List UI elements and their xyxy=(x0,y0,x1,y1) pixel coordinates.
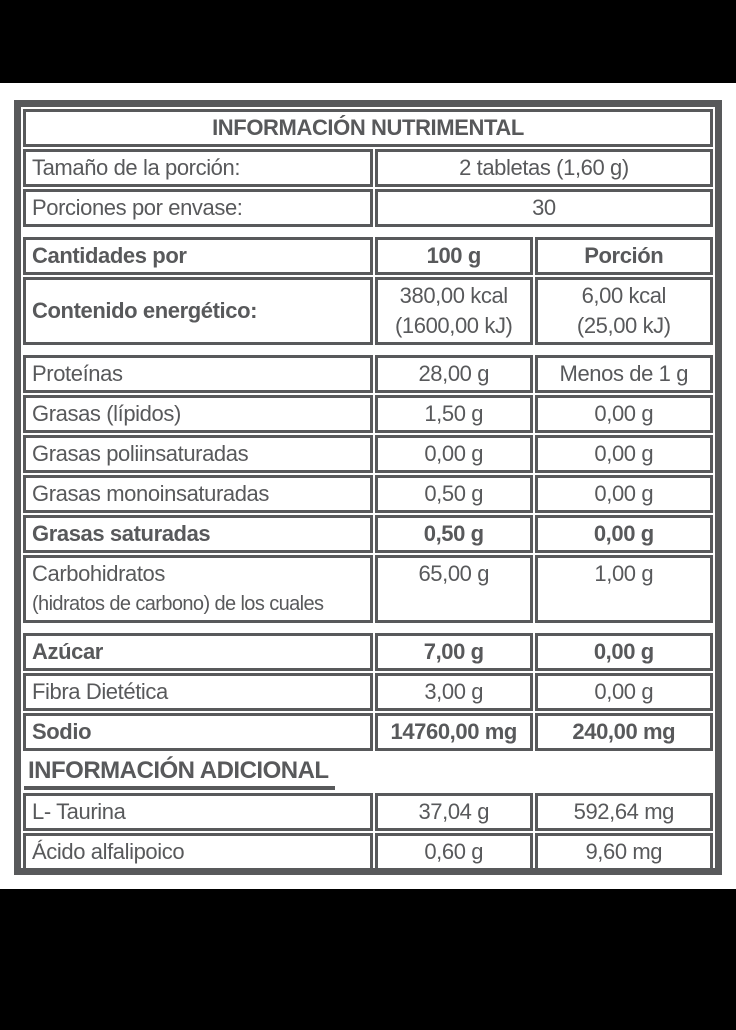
energy-table: Cantidades por 100 g Porción Contenido e… xyxy=(21,235,715,347)
value-per-portion: 9,60 mg xyxy=(534,833,713,868)
row-label: Grasas poliinsaturadas xyxy=(23,435,373,473)
table-row-sugar: Azúcar 7,00 g 0,00 g xyxy=(23,633,713,671)
value-per-portion: 592,64 mg xyxy=(534,793,713,831)
row-label: Ácido alfalipoico xyxy=(23,833,373,868)
value-per-portion: 1,00 g xyxy=(534,555,713,623)
serving-size-value: 2 tabletas (1,60 g) xyxy=(374,149,713,187)
value-per-100g: 0,50 g xyxy=(374,515,533,553)
row-label: L- Taurina xyxy=(23,793,373,831)
table-row-energy: Contenido energético: 380,00 kcal (1600,… xyxy=(23,277,713,345)
table-row-sodium: Sodio 14760,00 mg 240,00 mg xyxy=(23,713,713,751)
energy-kj: (1600,00 kJ) xyxy=(394,313,513,338)
table-row-serving-size: Tamaño de la porción: 2 tabletas (1,60 g… xyxy=(23,149,713,187)
table-row-saturated-fats: Grasas saturadas 0,50 g 0,00 g xyxy=(23,515,713,553)
additional-info-heading: INFORMACIÓN ADICIONAL xyxy=(24,757,335,790)
row-label: Proteínas xyxy=(23,355,373,393)
row-label: Porciones por envase: xyxy=(23,189,373,227)
row-label: Grasas (lípidos) xyxy=(23,395,373,433)
value-per-portion: Menos de 1 g xyxy=(534,355,713,393)
servings-per-container-value: 30 xyxy=(374,189,713,227)
carbohydrates-label-line2: (hidratos de carbono) de los cuales xyxy=(32,593,324,615)
row-label: Grasas saturadas xyxy=(23,515,373,553)
sugar-fiber-sodium-table: Azúcar 7,00 g 0,00 g Fibra Dietética 3,0… xyxy=(21,631,715,753)
value-per-100g: 0,50 g xyxy=(374,475,533,513)
table-row-taurine: L- Taurina 37,04 g 592,64 mg xyxy=(23,793,713,831)
row-label: Carbohidratos (hidratos de carbono) de l… xyxy=(23,555,373,623)
row-label: Azúcar xyxy=(23,633,373,671)
table-row-monounsaturated-fats: Grasas monoinsaturadas 0,50 g 0,00 g xyxy=(23,475,713,513)
additional-info-table: L- Taurina 37,04 g 592,64 mg Ácido alfal… xyxy=(21,791,715,875)
value-per-portion: 5,28 mg xyxy=(535,873,713,875)
label-white-panel: INFORMACIÓN NUTRIMENTAL Tamaño de la por… xyxy=(0,83,736,889)
row-label: Fibra Dietética xyxy=(23,673,373,711)
row-label: L- Arginina xyxy=(23,873,373,875)
table-row-polyunsaturated-fats: Grasas poliinsaturadas 0,00 g 0,00 g xyxy=(23,435,713,473)
energy-per-portion: 6,00 kcal (25,00 kJ) xyxy=(534,277,713,345)
energy-per-100g: 380,00 kcal (1600,00 kJ) xyxy=(374,277,533,345)
header-serving-table: INFORMACIÓN NUTRIMENTAL Tamaño de la por… xyxy=(21,107,715,229)
value-per-portion: 0,00 g xyxy=(534,395,713,433)
nutrition-facts-frame: INFORMACIÓN NUTRIMENTAL Tamaño de la por… xyxy=(14,100,722,875)
value-per-100g: 7,00 g xyxy=(374,633,533,671)
table-row-arginine: L- Arginina 0,33 g 5,28 mg xyxy=(23,873,713,875)
value-per-portion: 0,00 g xyxy=(534,673,713,711)
value-per-portion: 0,00 g xyxy=(534,633,713,671)
value-per-100g: 28,00 g xyxy=(374,355,533,393)
row-label: Contenido energético: xyxy=(23,277,373,345)
table-row-fats: Grasas (lípidos) 1,50 g 0,00 g xyxy=(23,395,713,433)
column-header-per-100g: 100 g xyxy=(374,237,533,275)
value-per-100g: 3,00 g xyxy=(374,673,533,711)
row-label: Grasas monoinsaturadas xyxy=(23,475,373,513)
column-header-amounts: Cantidades por xyxy=(23,237,373,275)
additional-info-section: INFORMACIÓN ADICIONAL L- Taurina 37,04 g… xyxy=(21,753,715,875)
column-header-portion: Porción xyxy=(534,237,713,275)
table-row-servings-per-container: Porciones por envase: 30 xyxy=(23,189,713,227)
value-per-100g: 37,04 g xyxy=(374,793,533,831)
row-label: Sodio xyxy=(23,713,373,751)
value-per-100g: 0,00 g xyxy=(374,435,533,473)
value-per-portion: 0,00 g xyxy=(534,435,713,473)
table-row-proteins: Proteínas 28,00 g Menos de 1 g xyxy=(23,355,713,393)
page-title: INFORMACIÓN NUTRIMENTAL xyxy=(23,109,713,147)
table-row-amounts-header: Cantidades por 100 g Porción xyxy=(23,237,713,275)
table-row-alpha-lipoic-acid: Ácido alfalipoico 0,60 g 9,60 mg xyxy=(23,833,713,868)
value-per-100g: 0,60 g xyxy=(374,833,533,868)
value-per-portion: 0,00 g xyxy=(534,515,713,553)
table-row-dietary-fiber: Fibra Dietética 3,00 g 0,00 g xyxy=(23,673,713,711)
value-per-portion: 0,00 g xyxy=(534,475,713,513)
value-per-portion: 240,00 mg xyxy=(534,713,713,751)
value-per-100g: 65,00 g xyxy=(374,555,533,623)
energy-kcal: 380,00 kcal xyxy=(399,283,509,308)
table-row-carbohydrates: Carbohidratos (hidratos de carbono) de l… xyxy=(23,555,713,623)
table-row-title: INFORMACIÓN NUTRIMENTAL xyxy=(23,109,713,147)
carbohydrates-label-line1: Carbohidratos xyxy=(32,561,165,586)
value-per-100g: 14760,00 mg xyxy=(374,713,533,751)
macronutrients-table: Proteínas 28,00 g Menos de 1 g Grasas (l… xyxy=(21,353,715,625)
value-per-100g: 0,33 g xyxy=(375,873,533,875)
energy-kj: (25,00 kJ) xyxy=(576,313,671,338)
row-label: Tamaño de la porción: xyxy=(23,149,373,187)
value-per-100g: 1,50 g xyxy=(374,395,533,433)
energy-kcal: 6,00 kcal xyxy=(581,283,667,308)
